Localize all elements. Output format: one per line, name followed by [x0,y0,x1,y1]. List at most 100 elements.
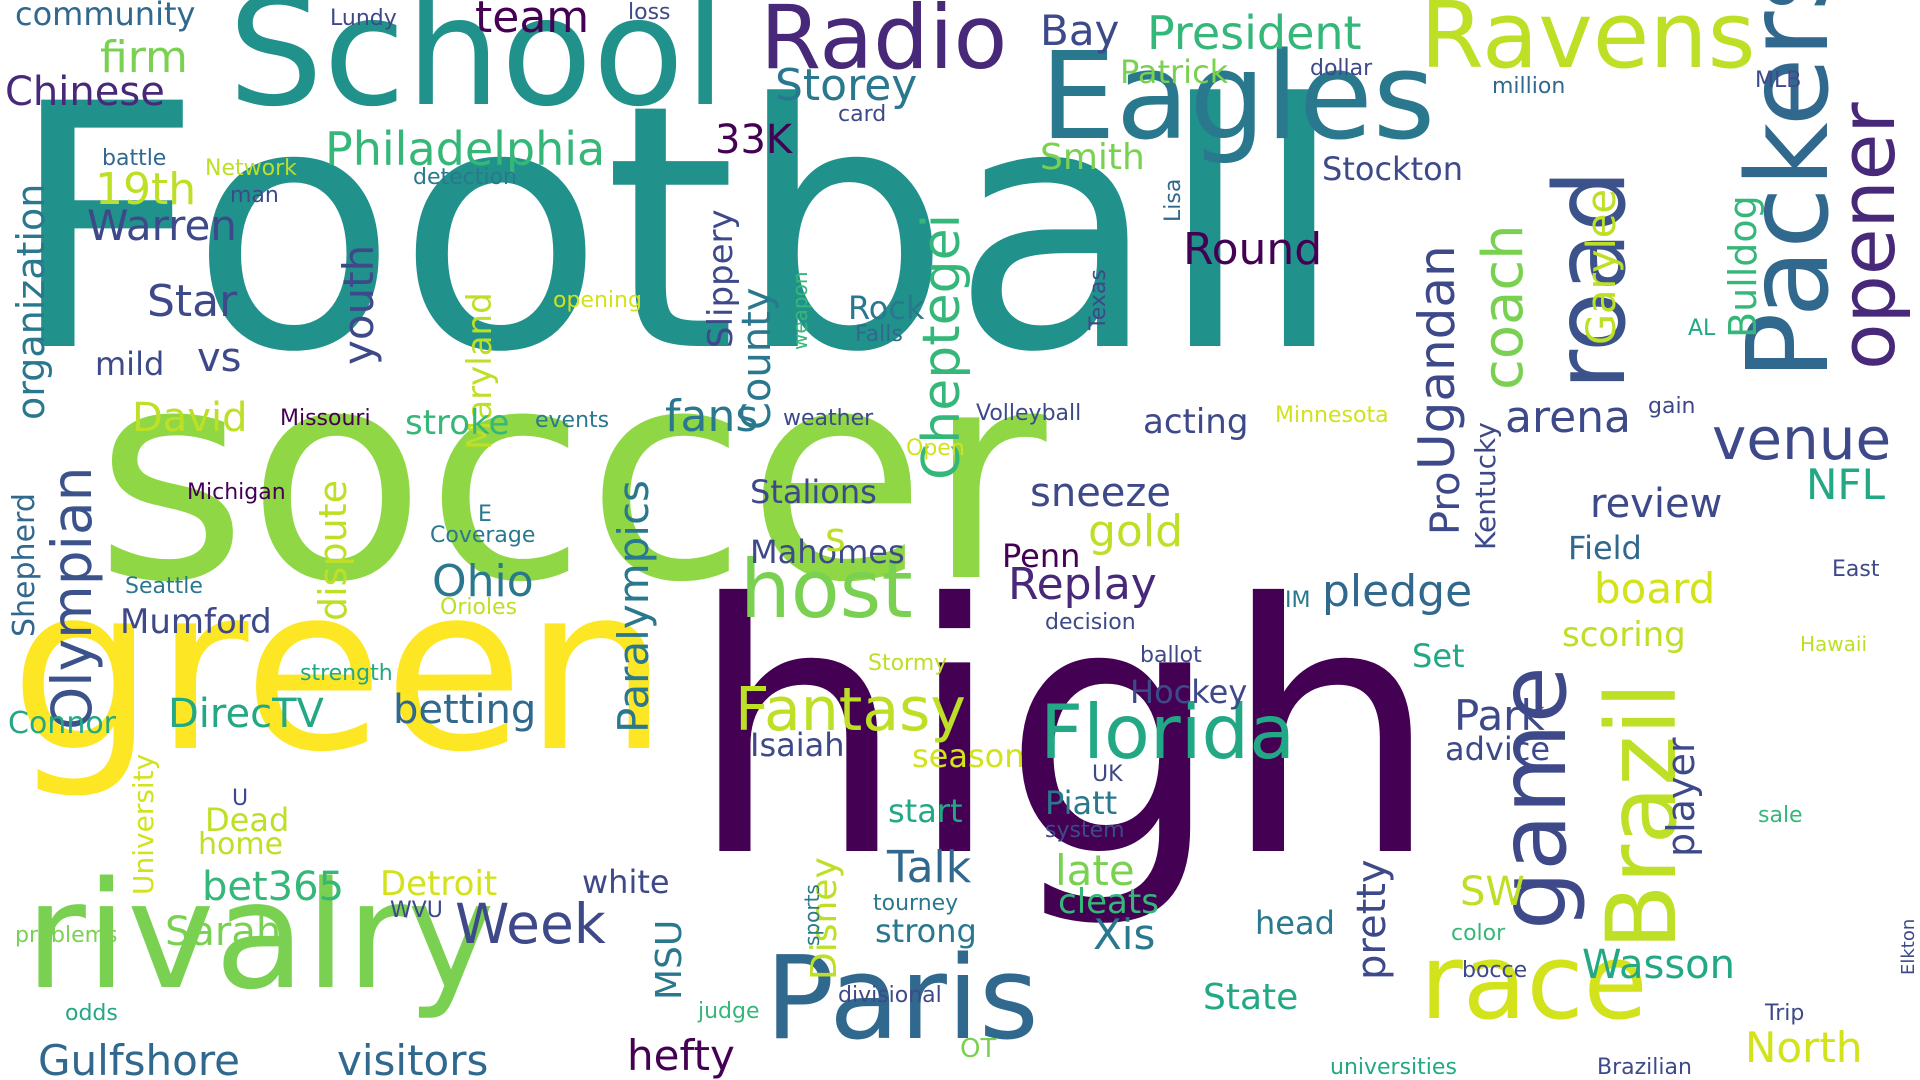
word-organization: organization [9,183,53,420]
word-pledge: pledge [1322,566,1473,617]
word-season: season [912,737,1025,775]
word-round: Round [1183,224,1323,275]
word-bay: Bay [1040,6,1120,55]
word-stockton: Stockton [1322,150,1463,188]
word-football: Football [8,32,1346,426]
word-dispute: dispute [311,480,355,621]
word-park: Park [1454,691,1545,740]
word-team: team [475,0,590,43]
word-high: high [688,532,1441,933]
word-fantasy: Fantasy [735,675,966,745]
word-arena: arena [1505,392,1632,443]
word-sports: sports [800,884,824,946]
word-connor: Connor [8,706,117,741]
word-week: Week [455,892,606,956]
word-president: President [1147,6,1362,60]
word-bulldog: Bulldog [1721,195,1765,338]
word-betting: betting [393,687,537,733]
word-firm: firm [100,32,188,83]
word-pro: Pro [1423,471,1469,535]
word-piatt: Piatt [1045,784,1118,822]
word-field: Field [1568,529,1642,567]
word-paris: Paris [765,932,1039,1066]
word-brazilian: Brazilian [1597,1055,1692,1080]
word-advice: advice [1445,730,1551,768]
word-xis: Xis [1093,910,1156,959]
word-coverage: Coverage [430,523,536,548]
word-strength: strength [300,661,393,686]
word-youth: youth [334,244,383,365]
word-lundy: Lundy [330,6,397,31]
word-patrick: Patrick [1120,53,1229,91]
word-olympian: Olympian [40,466,104,730]
word-seattle: Seattle [125,574,203,599]
word-kentucky: Kentucky [1469,422,1502,550]
word-divisional: divisional [838,983,942,1008]
word-garylee: Garylee [1579,189,1625,345]
word-mahomes: Mahomes [750,533,905,571]
word-orioles: Orioles [440,595,518,620]
word-rivalry: rivalry [25,850,495,1022]
word-nfl: NFL [1806,460,1885,509]
word-s: s [825,515,846,561]
word-dead: Dead [205,801,290,839]
word-system: system [1045,818,1125,843]
word-sneeze: sneeze [1030,470,1172,516]
word-odds: odds [65,1001,118,1026]
word-directv: DirecTV [168,691,324,737]
word-tourney: tourney [873,891,959,916]
word-19th: 19th [95,164,197,215]
word-gold: gold [1088,506,1184,557]
word-al: AL [1688,316,1716,341]
word-coach: coach [1471,224,1536,390]
word-battle: battle [102,146,167,171]
word-uk: UK [1092,762,1123,787]
word-mlb: MLB [1755,68,1802,93]
word-isaiah: Isaiah [750,726,845,764]
word-ballot: ballot [1140,643,1202,668]
word-late: late [1055,846,1135,895]
word-chinese: Chinese [5,69,165,115]
word-texas: Texas [1086,269,1111,330]
word-state: State [1203,977,1299,1018]
word-problems: problems [15,923,118,948]
word-shepherd: Shepherd [7,493,42,637]
word-stalions: Stalions [750,473,877,511]
word-33k: 33K [715,117,793,163]
word-wvu: WVU [390,898,443,923]
word-star: Star [147,276,238,327]
word-ohio: Ohio [432,556,534,607]
word-host: host [740,543,913,636]
word-gain: gain [1648,394,1696,419]
word-soccer: soccer [95,306,1047,646]
word-white: white [582,863,670,901]
word-msu: MSU [649,919,690,1000]
word-race: race [1420,921,1648,1043]
word-david: David [132,395,248,441]
word-green: green [10,536,669,802]
word-strong: strong [875,912,977,950]
word-universities: universities [1330,1055,1457,1080]
word-home: home [198,827,284,862]
word-school: School [228,0,726,140]
word-replay: Replay [1008,559,1157,610]
word-eagles: Eagles [1040,28,1436,167]
word-cleats: cleats [1058,882,1159,922]
word-east: East [1832,557,1880,582]
word-rock: Rock [848,289,925,327]
word-review: review [1590,481,1723,527]
word-bocce: bocce [1462,958,1528,983]
word-open: Open [906,436,965,461]
word-card: card [838,102,887,127]
word-dollar: dollar [1310,56,1373,81]
word-sarah: Sarah [165,909,282,955]
word-wasson: Wasson [1582,942,1736,988]
word-storey: Storey [775,60,918,111]
word-mumford: Mumford [120,602,272,642]
word-hawaii: Hawaii [1800,632,1868,656]
word-events: events [535,408,610,433]
word-player: player [1659,737,1703,857]
word-network: Network [205,156,297,181]
word-mild: mild [95,345,165,383]
